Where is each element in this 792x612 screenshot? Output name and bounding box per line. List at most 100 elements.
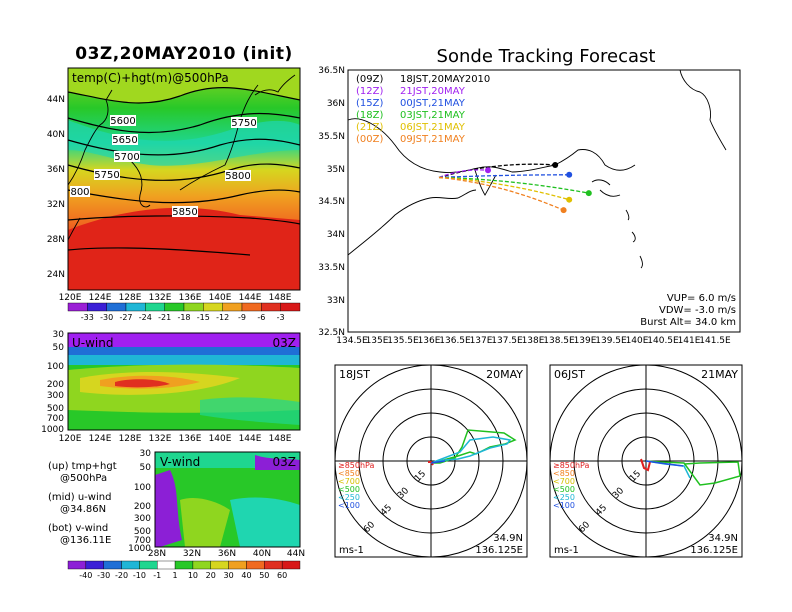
map-500-coastlines xyxy=(67,74,296,241)
legend-code: (21Z) xyxy=(356,122,383,133)
colorbar-label: -10 xyxy=(133,571,146,580)
svg-text:50: 50 xyxy=(140,463,152,473)
contour-label: 5700 xyxy=(114,152,139,163)
note-line: (up) tmp+hgt xyxy=(48,461,117,472)
track-line xyxy=(438,174,570,179)
svg-text:136E: 136E xyxy=(418,336,441,346)
svg-text:32.5N: 32.5N xyxy=(318,328,345,338)
colorbar-label: -12 xyxy=(216,313,229,322)
contour-label: 5850 xyxy=(172,207,197,218)
colorbar-label: 30 xyxy=(224,571,234,580)
colorbar-swatch xyxy=(121,560,140,570)
polar-right-lon: 136.125E xyxy=(690,545,738,556)
colorbar-swatch xyxy=(103,560,122,570)
svg-text:137.5E: 137.5E xyxy=(491,336,523,346)
polar-legend-item: <500 xyxy=(338,485,360,494)
legend-time: 09JST,21MAY xyxy=(400,134,466,145)
polar-legend-item: <100 xyxy=(338,501,360,510)
landing-point xyxy=(485,167,491,174)
note-line: (mid) u-wind xyxy=(48,492,111,503)
svg-text:144E: 144E xyxy=(239,434,262,444)
track-params: VUP= 6.0 m/s VDW= -3.0 m/s Burst Alt= 34… xyxy=(640,293,736,328)
map-500-lon-axis: 120E 124E 128E 132E 136E 140E 144E 148E xyxy=(59,293,292,303)
svg-text:136E: 136E xyxy=(179,434,202,444)
svg-text:140E: 140E xyxy=(209,434,232,444)
polar-left-legend: ≥850hPa<850<700<500<250<100 xyxy=(338,461,375,510)
legend-code: (12Z) xyxy=(356,86,383,97)
colorbar-label: 20 xyxy=(206,571,216,580)
svg-text:24N: 24N xyxy=(47,270,65,280)
landing-point xyxy=(566,196,573,203)
colorbar-swatch xyxy=(157,560,176,570)
track-map: (09Z) 18JST,20MAY2010 (12Z) 21JST,20MAY (15Z… xyxy=(347,69,741,333)
param-vdw: VDW= -3.0 m/s xyxy=(659,305,736,316)
landing-point xyxy=(566,171,573,178)
colorbar-swatch xyxy=(228,560,247,570)
note-line: @136.11E xyxy=(60,535,111,546)
param-burst: Burst Alt= 34.0 km xyxy=(640,317,736,328)
colorbar-label: -6 xyxy=(257,313,265,322)
svg-text:30: 30 xyxy=(53,330,65,340)
svg-text:700: 700 xyxy=(134,536,151,546)
colorbar-label: -40 xyxy=(79,571,92,580)
polar-right: 06JST 21MAY 15 30 45 60 ≥850hPa<850<700<… xyxy=(549,364,743,558)
vwind-time: 03Z xyxy=(273,455,297,469)
legend-code: (09Z) xyxy=(356,74,383,85)
polar-legend-item: <850 xyxy=(338,469,360,478)
svg-text:128E: 128E xyxy=(119,293,142,303)
svg-text:30: 30 xyxy=(140,449,152,459)
colorbar-label: 40 xyxy=(241,571,251,580)
svg-text:36.5N: 36.5N xyxy=(318,66,345,76)
svg-text:100: 100 xyxy=(47,362,64,372)
map-500-label: temp(C)+hgt(m)@500hPa xyxy=(72,71,229,85)
svg-text:33N: 33N xyxy=(327,296,345,306)
colorbar-swatch xyxy=(246,560,265,570)
svg-text:137E: 137E xyxy=(470,336,493,346)
legend-time: 00JST,21MAY xyxy=(400,98,466,109)
track-line xyxy=(438,176,589,194)
colorbar-label: -3 xyxy=(277,313,285,322)
polar-legend-item: ≥850hPa xyxy=(553,461,590,470)
svg-text:138.5E: 138.5E xyxy=(543,336,575,346)
colorbar-swatch xyxy=(222,302,243,312)
svg-text:140E: 140E xyxy=(626,336,649,346)
colorbar-swatch xyxy=(87,302,107,312)
svg-text:50: 50 xyxy=(53,343,65,353)
landing-point xyxy=(560,207,567,214)
svg-text:500: 500 xyxy=(47,404,64,414)
colorbar-label: -18 xyxy=(177,313,190,322)
polar-left-lon: 136.125E xyxy=(475,545,523,556)
colorbar-label: -30 xyxy=(97,571,110,580)
map-500-lat-axis: 44N 40N 36N 32N 28N 24N xyxy=(47,95,65,280)
svg-text:140.5E: 140.5E xyxy=(647,336,679,346)
note-line: @500hPa xyxy=(60,473,107,484)
svg-text:132E: 132E xyxy=(149,434,172,444)
vwind-lat-axis: 28N 32N 36N 40N 44N xyxy=(148,549,305,559)
svg-text:300: 300 xyxy=(134,514,151,524)
colorbar-swatch xyxy=(67,302,88,312)
svg-text:28N: 28N xyxy=(148,549,166,559)
polar-legend-item: <850 xyxy=(553,469,575,478)
polar-right-time: 06JST xyxy=(554,368,585,381)
svg-text:139E: 139E xyxy=(574,336,597,346)
svg-text:120E: 120E xyxy=(59,293,82,303)
uwind-panel: U-wind 03Z 30 50 100 200 300 500 700 100… xyxy=(41,330,301,444)
svg-text:120E: 120E xyxy=(59,434,82,444)
polar-left: 18JST 20MAY 15 30 45 60 ≥850hPa<850<700<… xyxy=(334,364,528,558)
polar-right-date: 21MAY xyxy=(701,368,738,381)
landing-point xyxy=(585,190,592,197)
svg-text:35.5N: 35.5N xyxy=(318,132,345,142)
vwind-colorbar: -40 -30 -20 -10 -1 1 10 20 30 40 50 60 xyxy=(67,560,301,580)
colorbar-swatch xyxy=(241,302,262,312)
colorbar-swatch xyxy=(85,560,104,570)
svg-text:33.5N: 33.5N xyxy=(318,263,345,273)
svg-text:141.5E: 141.5E xyxy=(699,336,731,346)
param-vup: VUP= 6.0 m/s xyxy=(667,293,736,304)
contour-label: 800 xyxy=(70,187,89,198)
colorbar-swatch xyxy=(183,302,204,312)
svg-text:36N: 36N xyxy=(218,549,236,559)
colorbar-swatch xyxy=(125,302,146,312)
colorbar-label: -27 xyxy=(119,313,132,322)
svg-text:135E: 135E xyxy=(366,336,389,346)
contour-label: 5650 xyxy=(112,135,137,146)
